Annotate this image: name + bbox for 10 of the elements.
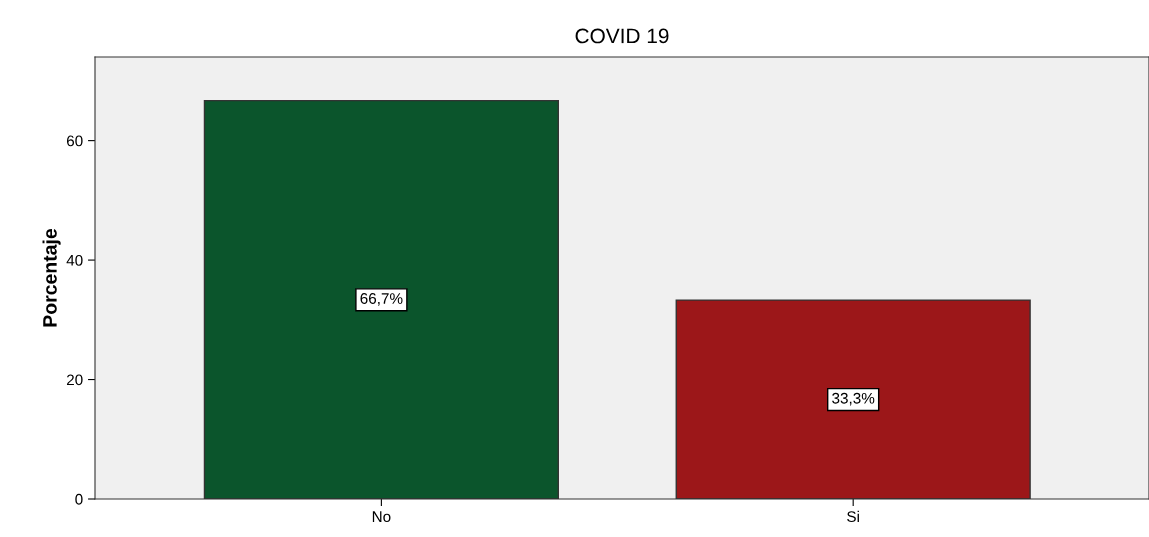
y-tick-label: 40	[66, 254, 83, 266]
y-tick-label: 20	[66, 374, 83, 386]
y-tick-label: 0	[75, 493, 83, 505]
data-label: 33,3%	[832, 392, 875, 406]
y-tick-label: 60	[66, 135, 83, 147]
y-axis-title: Porcentaje	[42, 228, 61, 327]
x-tick-label: Si	[847, 510, 859, 523]
data-label: 66,7%	[360, 293, 403, 306]
x-tick-label: No	[372, 511, 391, 523]
chart-title: COVID 19	[575, 28, 669, 44]
